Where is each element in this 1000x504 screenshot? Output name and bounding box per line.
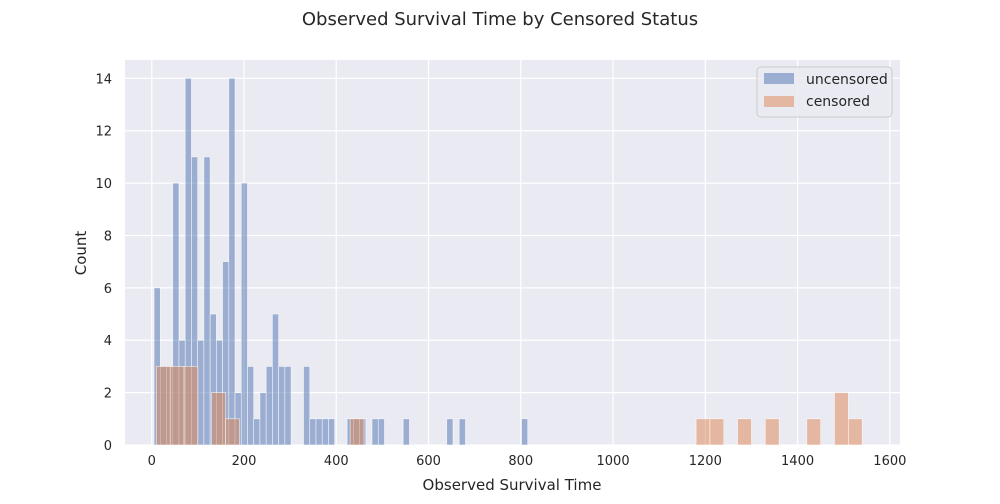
y-tick-label: 2 [104,387,112,402]
bar-uncensored [203,156,211,446]
legend-swatch-censored [764,96,794,107]
bar-uncensored [521,418,529,446]
x-tick-label: 600 [416,454,441,469]
y-tick-label: 12 [95,125,112,140]
bar-censored [169,366,185,446]
bar-uncensored [309,418,317,446]
bar-censored [764,418,780,446]
bar-censored [737,418,752,446]
bar-uncensored [377,418,385,446]
bar-censored [848,418,863,446]
bar-uncensored [265,366,273,446]
bar-censored [156,366,171,446]
x-axis-ticks: 0 200 400 600 800 1000 1200 1400 1600 [148,454,907,469]
x-tick-label: 1200 [689,454,722,469]
bar-uncensored [315,418,323,446]
legend-swatch-uncensored [764,73,794,84]
bar-uncensored [197,339,205,446]
bar-uncensored [284,366,292,446]
bar-uncensored [402,418,410,446]
y-axis-ticks: 0 2 4 6 8 10 12 14 [95,72,112,454]
x-tick-label: 200 [232,454,257,469]
y-tick-label: 14 [95,72,112,87]
legend-label-censored: censored [806,94,870,110]
bar-uncensored [328,418,335,446]
plot-area [125,60,900,445]
bar-uncensored [253,418,261,446]
x-tick-label: 0 [148,454,156,469]
bar-censored [183,366,199,446]
bar-uncensored [247,366,255,446]
bar-uncensored [458,418,466,446]
y-tick-label: 10 [95,177,112,192]
bars [153,78,863,446]
y-axis-label: Count [72,231,90,276]
bar-uncensored [303,366,311,446]
bar-uncensored [240,182,248,446]
x-tick-label: 1000 [597,454,630,469]
chart-title: Observed Survival Time by Censored Statu… [302,9,698,30]
y-tick-label: 8 [104,229,112,244]
bar-censored [695,418,711,446]
bar-uncensored [446,418,454,446]
x-tick-label: 1400 [781,454,814,469]
x-tick-label: 400 [324,454,349,469]
y-tick-label: 0 [104,439,112,454]
legend-label-uncensored: uncensored [806,72,888,88]
legend: uncensored censored [756,66,893,118]
y-tick-label: 4 [104,334,112,349]
x-axis-label: Observed Survival Time [423,476,602,494]
bar-uncensored [321,418,329,446]
bar-uncensored [371,418,379,446]
x-tick-label: 1600 [873,454,906,469]
bar-censored [225,418,240,446]
bar-censored [834,392,849,446]
x-tick-label: 800 [508,454,533,469]
bar-uncensored [259,392,267,446]
y-tick-label: 6 [104,282,112,297]
bar-uncensored [278,366,286,446]
bar-uncensored [228,78,236,446]
bar-censored [806,418,821,446]
bar-censored [349,418,365,446]
bar-censored [211,392,226,446]
bar-censored [709,418,725,446]
bar-uncensored [272,313,279,446]
